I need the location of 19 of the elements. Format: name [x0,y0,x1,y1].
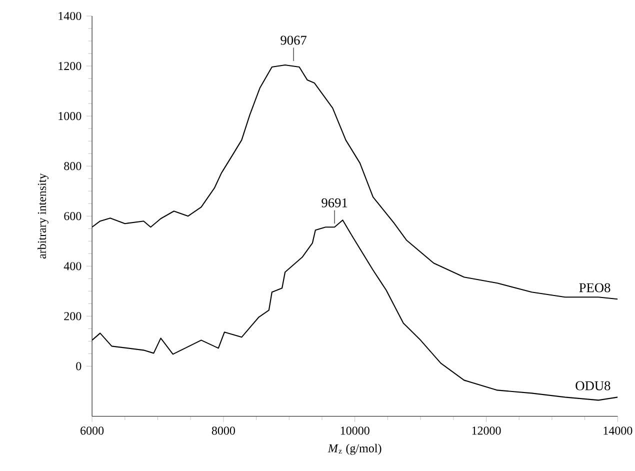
series-label: ODU8 [576,381,610,390]
x-axis-title: M$_{z}$ (g/mol) [328,444,382,455]
y-tick-label: 400 [64,262,82,270]
x-tick-label: 6000 [80,426,104,435]
series-label: PEO8 [579,283,610,292]
y-tick-label: 800 [64,162,82,170]
y-tick-label: 600 [64,212,82,220]
annotation: 9067 [280,36,307,45]
x-tick-label: 14000 [604,426,632,435]
y-tick-label: 0 [76,362,82,370]
y-axis-title: arbitrary intensity [38,173,48,259]
y-tick-label: 1000 [58,112,82,120]
x-tick-label: 8000 [212,426,235,435]
annotation: 9691 [322,198,348,208]
x-tick-label: 10000 [340,426,370,435]
y-tick-label: 1200 [58,62,82,70]
y-tick-label: 1400 [58,12,82,20]
x-tick-label: 12000 [472,426,501,435]
y-tick-label: 200 [64,312,82,320]
